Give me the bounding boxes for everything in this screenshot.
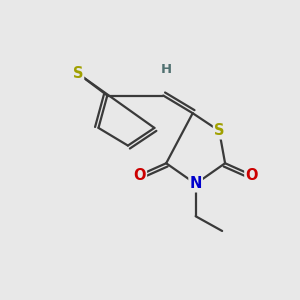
Text: N: N bbox=[190, 176, 202, 191]
Text: H: H bbox=[160, 62, 172, 76]
Text: S: S bbox=[214, 123, 224, 138]
Text: S: S bbox=[73, 66, 83, 81]
Text: O: O bbox=[134, 167, 146, 182]
Text: O: O bbox=[245, 167, 258, 182]
